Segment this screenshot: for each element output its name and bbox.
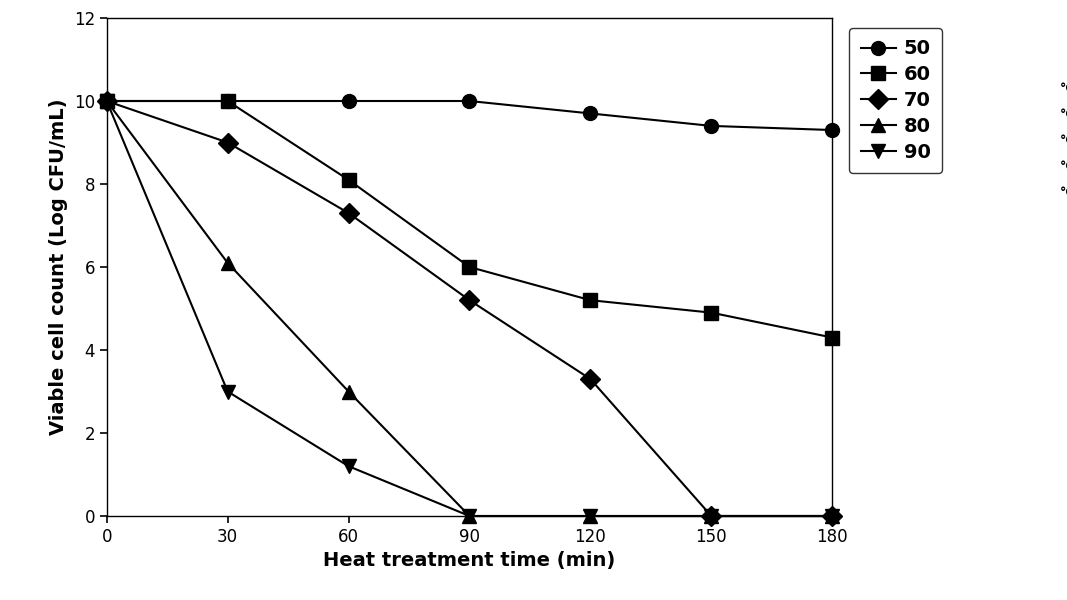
- Text: °C: °C: [1060, 134, 1067, 147]
- Text: °C: °C: [1060, 160, 1067, 173]
- Y-axis label: Viable cell count (Log CFU/mL): Viable cell count (Log CFU/mL): [49, 99, 68, 435]
- X-axis label: Heat treatment time (min): Heat treatment time (min): [323, 551, 616, 571]
- Text: °C: °C: [1060, 108, 1067, 121]
- Legend: 50, 60, 70, 80, 90: 50, 60, 70, 80, 90: [849, 28, 942, 173]
- Text: °C: °C: [1060, 185, 1067, 199]
- Text: °C: °C: [1060, 82, 1067, 95]
